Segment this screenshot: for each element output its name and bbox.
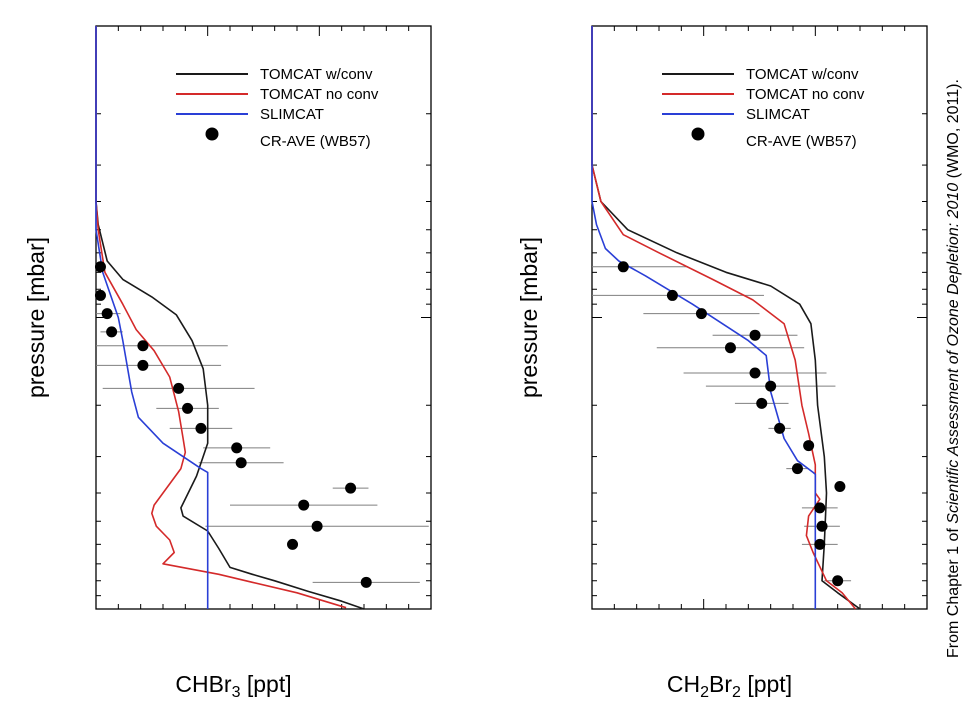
x-axis-title-part: CH [667,671,700,697]
observation-point [791,463,803,475]
x-axis-title-part: Br [709,671,732,697]
chart-panel-2: CH2Br2 [ppt]pressure [mbar]TOMCAT w/conv… [516,25,928,701]
x-axis-title-part: [ppt] [240,671,291,697]
credit-title: Scientific Assessment of Ozone Depletion… [945,183,962,524]
observation-point [803,440,815,452]
observation-point [814,538,826,550]
legend: TOMCAT w/conv TOMCAT no conv SLIMCAT CR-AVE… [176,66,379,150]
legend: TOMCAT w/conv TOMCAT no conv SLIMCAT CR-AVE… [662,66,865,150]
legend-label: SLIMCAT [260,106,324,123]
legend-label: TOMCAT no conv [260,86,379,103]
observation-point [749,367,761,379]
legend-swatch-observations [691,127,705,141]
observation-point [832,575,844,587]
observation-point [137,340,149,352]
observation-point [195,422,207,434]
legend-label: TOMCAT no conv [746,86,865,103]
observation-point [765,380,777,392]
y-axis-title: pressure [mbar] [23,237,49,398]
x-axis-title-part: [ppt] [741,671,792,697]
observation-point [235,457,247,469]
x-axis-title: CHBr3 [ppt] [175,671,291,701]
observation-point [814,502,826,514]
chart-panel-1: CHBr3 [ppt]pressure [mbar]TOMCAT w/convT… [23,25,432,701]
observation-point [749,329,761,341]
observation-point [345,482,357,494]
observation-point [617,261,629,273]
series-line-tomcat-noconv [95,26,347,609]
series-line-tomcat-conv [591,26,861,610]
x-axis-title-subscript: 3 [232,684,241,701]
figure-credit: From Chapter 1 of Scientific Assessment … [945,79,962,658]
observation-point [756,397,768,409]
observation-point [182,402,194,414]
observation-point [106,326,118,338]
observation-point [94,289,106,301]
observation-point [287,538,299,550]
observation-point [816,520,828,532]
credit-suffix: (WMO, 2011). [945,79,962,183]
x-axis-title-subscript: 2 [732,684,741,701]
observation-point [137,359,149,371]
x-axis-title-part: CHBr [175,671,232,697]
series-line-tomcat-noconv [591,26,857,610]
observation-point [311,520,323,532]
legend-label: TOMCAT w/conv [746,66,859,83]
observation-point [231,442,243,454]
observation-point [724,342,736,354]
x-axis-title: CH2Br2 [ppt] [667,671,792,701]
legend-label: CR-AVE (WB57) [746,133,857,150]
legend-label: SLIMCAT [746,106,810,123]
observation-point [834,481,846,493]
observation-point [173,382,185,394]
legend-label: CR-AVE (WB57) [260,133,371,150]
observation-point [94,261,106,273]
observation-point [360,576,372,588]
legend-label: TOMCAT w/conv [260,66,373,83]
legend-swatch-observations [205,127,219,141]
observation-point [695,308,707,320]
series-line-slimcat [591,26,817,609]
observation-point [666,289,678,301]
credit-prefix: From Chapter 1 of [945,524,962,658]
series-line-tomcat-conv [95,26,365,610]
observation-point [774,422,786,434]
observation-point [101,308,113,320]
x-axis-title-subscript: 2 [700,684,709,701]
series-line-slimcat [95,26,209,609]
y-axis-title: pressure [mbar] [516,237,542,398]
observation-point [298,499,310,511]
